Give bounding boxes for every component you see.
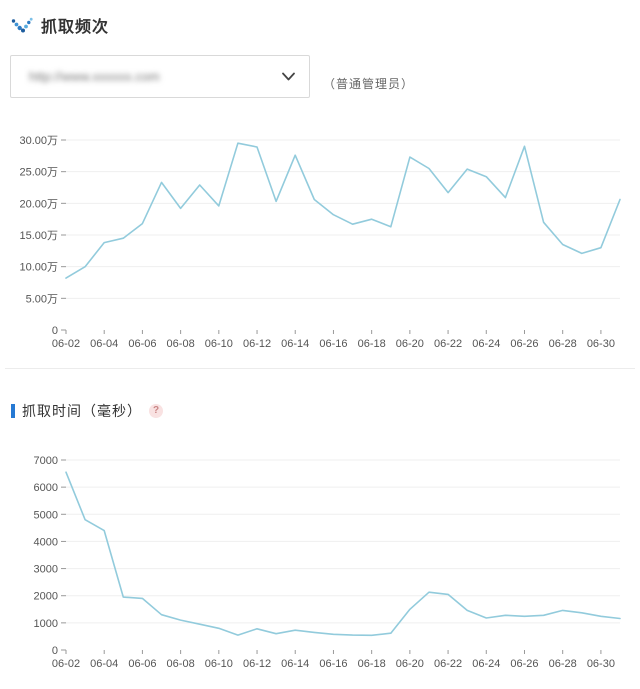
- site-selector-dropdown[interactable]: http://www.xxxxxx.com: [10, 55, 310, 98]
- section-accent-bar: [11, 404, 15, 418]
- svg-text:06-10: 06-10: [205, 658, 233, 670]
- svg-text:06-26: 06-26: [510, 338, 538, 350]
- svg-text:5000: 5000: [34, 509, 58, 521]
- svg-text:06-14: 06-14: [281, 338, 309, 350]
- svg-text:06-06: 06-06: [128, 338, 156, 350]
- chevron-down-icon[interactable]: [282, 72, 295, 81]
- question-mark-icon[interactable]: ?: [149, 404, 163, 418]
- crawl-time-chart[interactable]: 0 1000 2000 3000 4000 5000 6000 7000 06-02 06-04 0…: [0, 440, 640, 680]
- svg-text:3000: 3000: [34, 564, 58, 576]
- svg-text:06-04: 06-04: [90, 658, 118, 670]
- svg-text:06-28: 06-28: [549, 658, 577, 670]
- svg-text:06-30: 06-30: [587, 658, 615, 670]
- svg-text:06-24: 06-24: [472, 338, 500, 350]
- svg-text:2000: 2000: [34, 591, 58, 603]
- svg-text:20.00万: 20.00万: [19, 198, 58, 210]
- svg-text:06-30: 06-30: [587, 338, 615, 350]
- svg-text:06-22: 06-22: [434, 658, 462, 670]
- svg-text:06-02: 06-02: [52, 658, 80, 670]
- svg-text:06-08: 06-08: [167, 658, 195, 670]
- svg-text:06-18: 06-18: [358, 658, 386, 670]
- svg-text:15.00万: 15.00万: [19, 230, 58, 242]
- svg-text:25.00万: 25.00万: [19, 167, 58, 179]
- admin-role-label: （普通管理员）: [323, 77, 415, 91]
- svg-text:06-06: 06-06: [128, 658, 156, 670]
- crawl-time-section-header: 抓取时间（毫秒） ?: [11, 401, 163, 421]
- svg-text:10.00万: 10.00万: [19, 262, 58, 274]
- svg-text:4000: 4000: [34, 536, 58, 548]
- svg-text:06-12: 06-12: [243, 338, 271, 350]
- site-url-masked: http://www.xxxxxx.com: [29, 69, 160, 84]
- svg-text:1000: 1000: [34, 618, 58, 630]
- crawl-frequency-chart[interactable]: 0 5.00万 10.00万 15.00万 20.00万 25.00万 30.00万 06-0…: [0, 120, 640, 360]
- svg-text:06-20: 06-20: [396, 338, 424, 350]
- crawl-time-title: 抓取时间（毫秒）: [22, 403, 142, 419]
- page-title: 抓取频次: [41, 19, 110, 36]
- page-header: 抓取频次: [11, 13, 109, 37]
- svg-text:06-16: 06-16: [319, 338, 347, 350]
- svg-text:06-08: 06-08: [167, 338, 195, 350]
- svg-text:06-18: 06-18: [358, 338, 386, 350]
- svg-text:0: 0: [52, 325, 58, 337]
- svg-text:5.00万: 5.00万: [26, 293, 58, 305]
- svg-text:30.00万: 30.00万: [19, 135, 58, 147]
- svg-text:06-22: 06-22: [434, 338, 462, 350]
- svg-text:06-24: 06-24: [472, 658, 500, 670]
- dotted-v-icon: [11, 17, 33, 34]
- svg-text:6000: 6000: [34, 482, 58, 494]
- svg-text:06-26: 06-26: [510, 658, 538, 670]
- svg-text:06-04: 06-04: [90, 338, 118, 350]
- svg-text:7000: 7000: [34, 455, 58, 467]
- svg-text:06-20: 06-20: [396, 658, 424, 670]
- svg-text:06-10: 06-10: [205, 338, 233, 350]
- svg-text:06-12: 06-12: [243, 658, 271, 670]
- svg-text:06-16: 06-16: [319, 658, 347, 670]
- svg-text:06-14: 06-14: [281, 658, 309, 670]
- svg-text:0: 0: [52, 645, 58, 657]
- section-divider: [5, 368, 635, 369]
- svg-text:06-28: 06-28: [549, 338, 577, 350]
- site-selector-row: http://www.xxxxxx.com （普通管理员）: [10, 55, 414, 98]
- svg-text:06-02: 06-02: [52, 338, 80, 350]
